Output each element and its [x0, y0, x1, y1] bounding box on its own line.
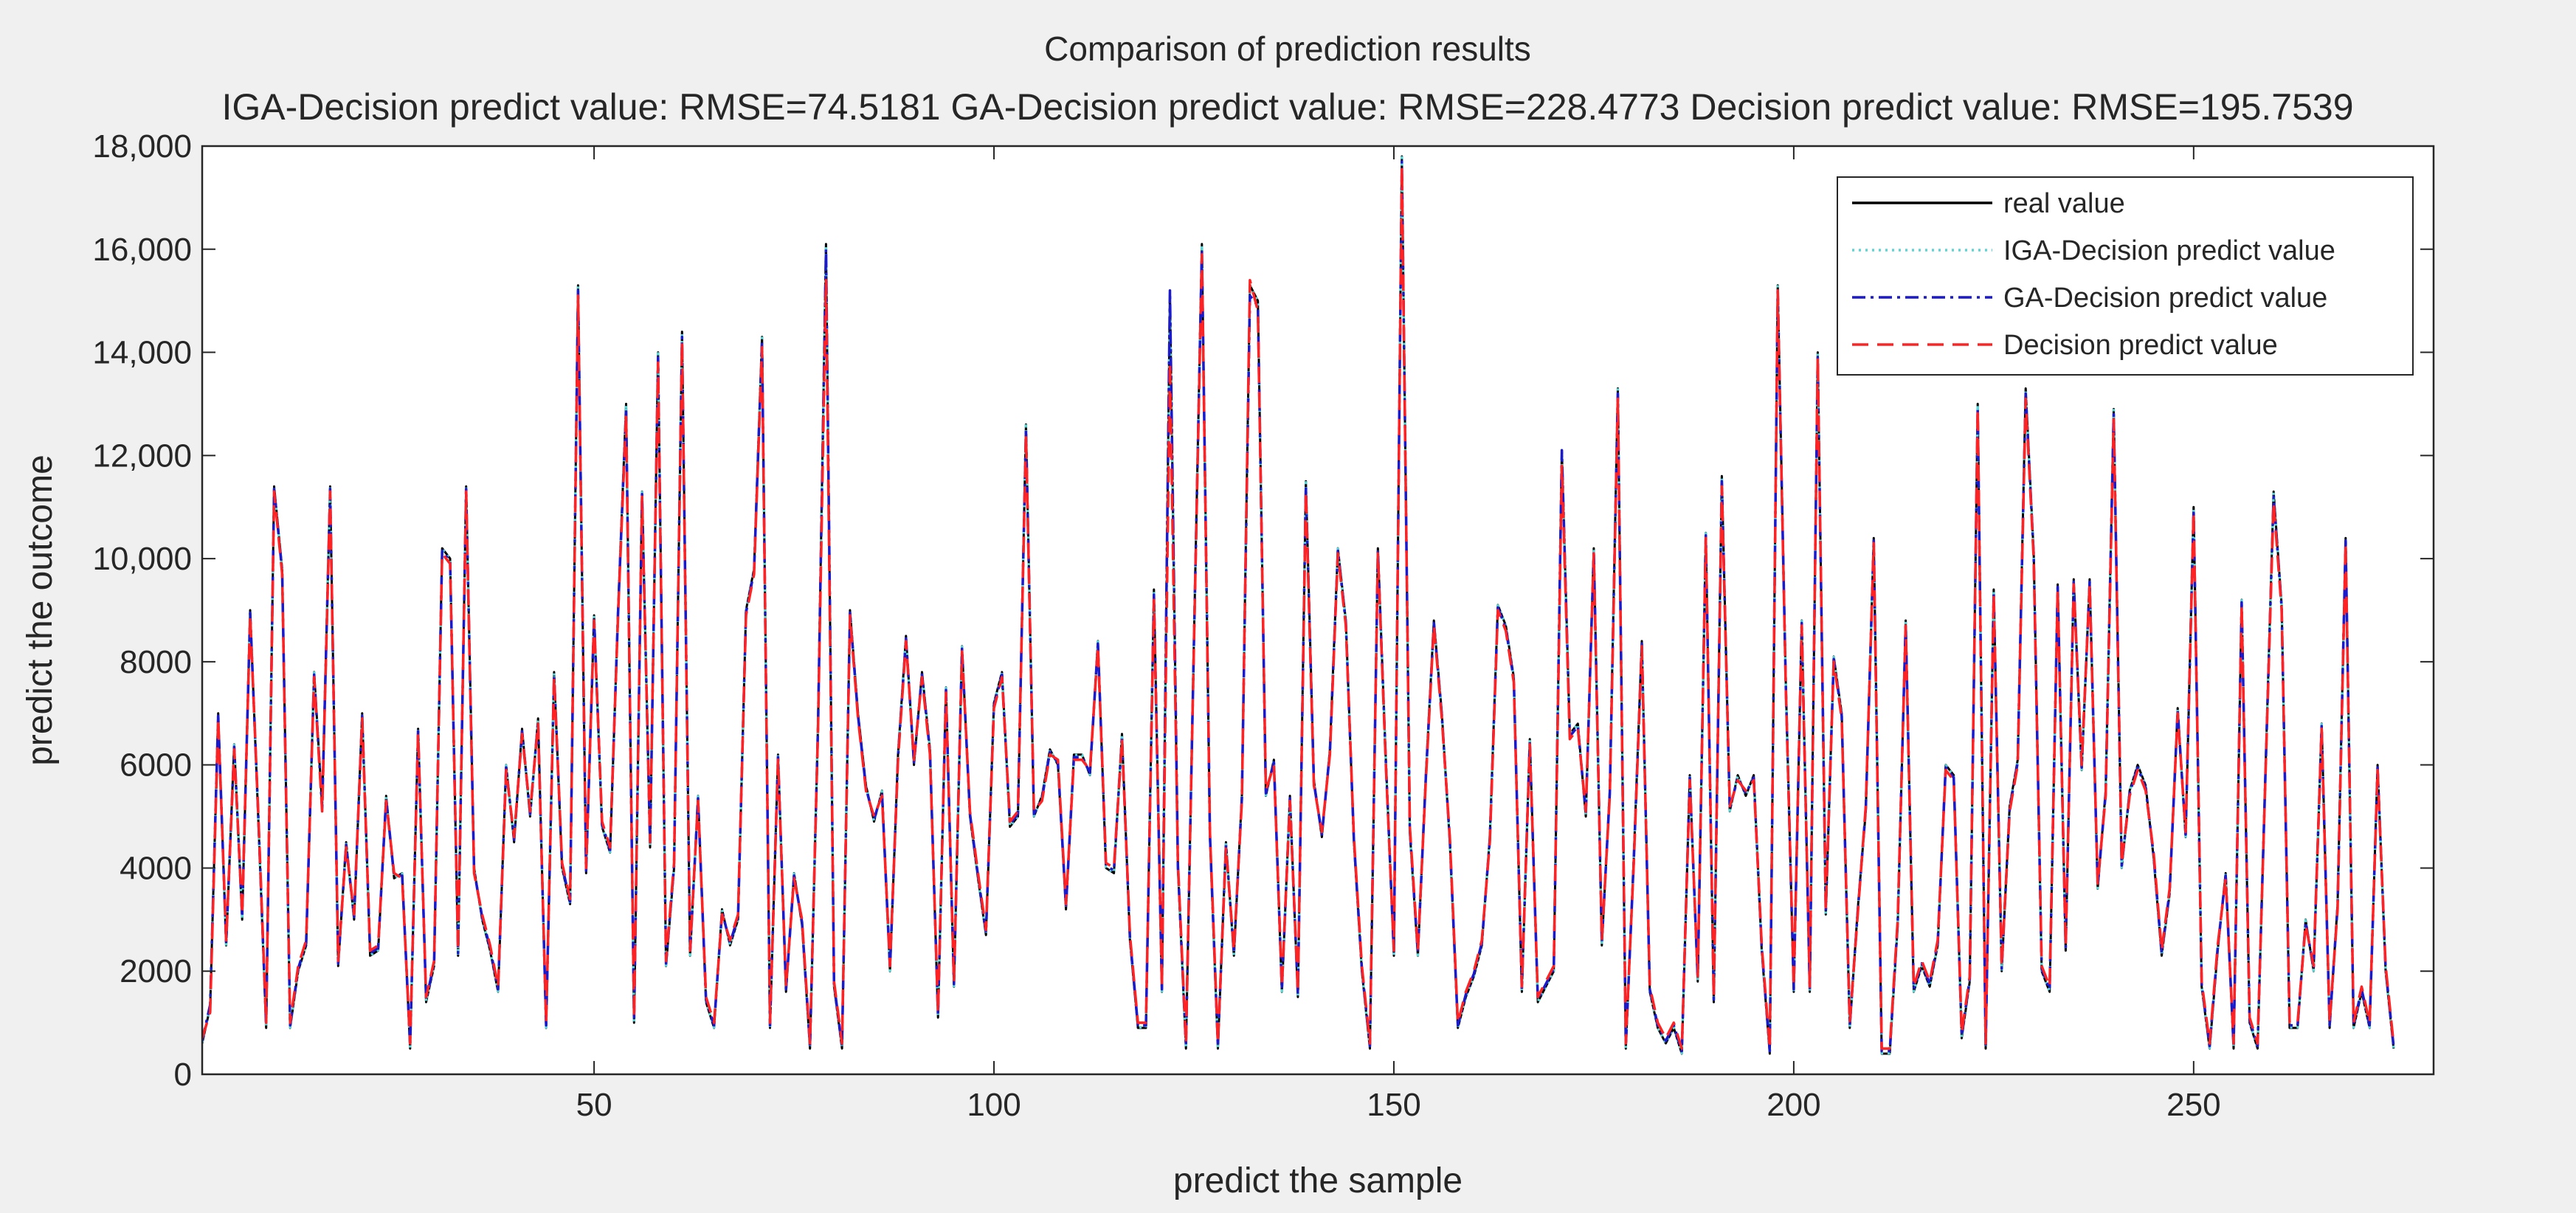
legend-entries: real value IGA-Decision predict value GA-D…	[1852, 188, 2335, 361]
x-tick-label: 250	[2166, 1087, 2220, 1123]
y-tick-label: 12,000	[92, 438, 192, 474]
legend-label: Decision predict value	[2003, 330, 2278, 361]
x-tick-label: 50	[576, 1087, 612, 1123]
legend: real value IGA-Decision predict value GA-D…	[1837, 176, 2414, 376]
chart-title: Comparison of prediction results	[1044, 30, 1531, 68]
legend-label: IGA-Decision predict value	[2003, 235, 2335, 266]
x-axis-label: predict the sample	[1173, 1161, 1463, 1200]
y-tick-label: 10,000	[92, 541, 192, 577]
y-tick-label: 6000	[120, 747, 192, 784]
y-tick-label: 2000	[120, 953, 192, 989]
axes-box	[201, 145, 2435, 1076]
tick-layer: 0 2000 4000 6000 8000 10,000 12,000 14,000 16,00…	[92, 128, 2434, 1123]
y-tick-label: 8000	[120, 644, 192, 680]
series-layer	[202, 155, 2395, 1055]
y-tick-label: 0	[174, 1057, 192, 1093]
legend-box	[1837, 176, 2414, 376]
series-line-decision-predict-value	[202, 165, 2395, 1050]
x-tick-label: 100	[967, 1087, 1021, 1123]
legend-label: real value	[2003, 188, 2125, 219]
y-tick-label: 14,000	[92, 335, 192, 371]
chart-subtitle: IGA-Decision predict value: RMSE=74.5181…	[221, 86, 2353, 128]
y-tick-label: 16,000	[92, 232, 192, 268]
legend-label: GA-Decision predict value	[2003, 283, 2327, 314]
x-tick-label: 150	[1367, 1087, 1420, 1123]
y-axis-label: predict the outcome	[21, 455, 60, 766]
x-tick-label: 200	[1767, 1087, 1820, 1123]
y-tick-label: 4000	[120, 850, 192, 886]
y-tick-label: 18,000	[92, 128, 192, 165]
